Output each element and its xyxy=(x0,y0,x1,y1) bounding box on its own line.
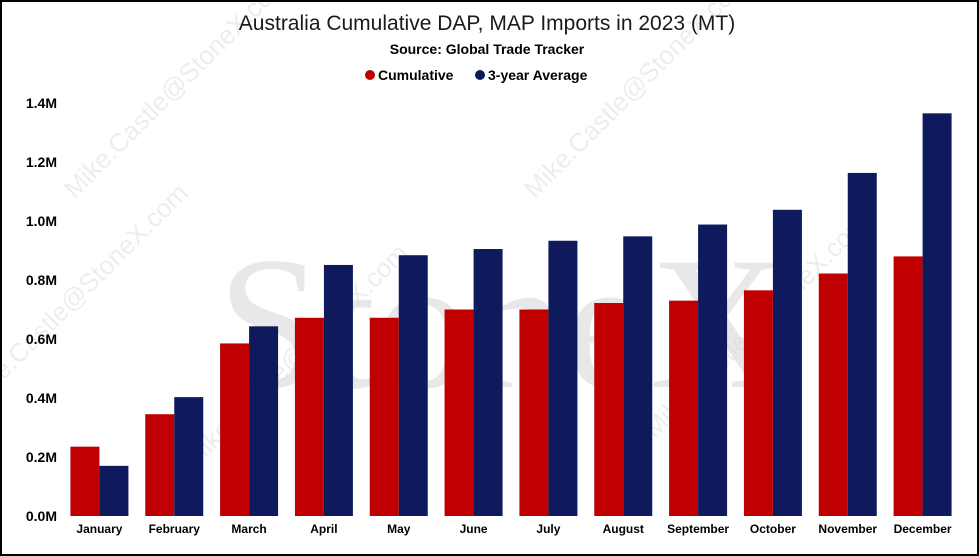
bar-cumulative xyxy=(743,290,773,516)
legend-label: 3-year Average xyxy=(488,67,588,83)
legend-marker xyxy=(365,70,375,80)
y-tick-label: 0.0M xyxy=(26,508,57,524)
bar-cumulative xyxy=(519,309,549,516)
bar-cumulative xyxy=(369,317,399,516)
bar-three-year-average xyxy=(847,172,877,517)
bar-three-year-average xyxy=(99,465,129,516)
legend-marker xyxy=(475,70,485,80)
x-tick-label: April xyxy=(310,522,337,536)
legend-label: Cumulative xyxy=(378,67,454,83)
bar-three-year-average xyxy=(698,224,728,517)
bar-three-year-average xyxy=(772,209,802,517)
y-tick-label: 0.8M xyxy=(26,272,57,288)
bar-cumulative xyxy=(669,300,699,516)
x-tick-label: October xyxy=(750,522,796,536)
bars xyxy=(70,113,952,517)
bar-three-year-average xyxy=(398,255,428,516)
x-tick-label: March xyxy=(231,522,266,536)
bar-three-year-average xyxy=(922,113,952,516)
x-tick-label: August xyxy=(603,522,644,536)
x-tick-label: November xyxy=(818,522,877,536)
bar-cumulative xyxy=(220,343,250,516)
y-axis: 0.0M 0.2M 0.4M 0.6M 0.8M 1.0M 1.2M 1.4M xyxy=(26,95,57,524)
bar-three-year-average xyxy=(323,264,353,516)
bar-three-year-average xyxy=(548,240,578,516)
y-tick-label: 1.4M xyxy=(26,95,57,111)
bar-cumulative xyxy=(818,273,848,516)
x-tick-label: June xyxy=(460,522,488,536)
bar-cumulative xyxy=(444,309,474,516)
y-tick-label: 1.2M xyxy=(26,154,57,170)
y-tick-label: 0.2M xyxy=(26,449,57,465)
x-axis: January February March April May June July Augu… xyxy=(76,522,952,536)
legend: Cumulative 3-year Average xyxy=(365,67,588,83)
x-tick-label: July xyxy=(536,522,560,536)
bar-cumulative xyxy=(70,446,100,516)
x-tick-label: February xyxy=(149,522,201,536)
x-tick-label: January xyxy=(76,522,122,536)
chart-subtitle: Source: Global Trade Tracker xyxy=(390,41,585,57)
y-tick-label: 0.4M xyxy=(26,390,57,406)
y-tick-label: 0.6M xyxy=(26,331,57,347)
x-tick-label: September xyxy=(667,522,729,536)
chart-title: Australia Cumulative DAP, MAP Imports in… xyxy=(239,12,735,35)
y-tick-label: 1.0M xyxy=(26,213,57,229)
bar-three-year-average xyxy=(249,326,279,516)
bar-cumulative xyxy=(893,256,923,516)
x-tick-label: December xyxy=(894,522,952,536)
bar-three-year-average xyxy=(473,249,503,516)
bar-cumulative xyxy=(594,303,624,516)
x-tick-label: May xyxy=(387,522,411,536)
bar-cumulative xyxy=(145,414,175,516)
bar-cumulative xyxy=(294,317,324,516)
bar-three-year-average xyxy=(174,397,204,516)
bar-three-year-average xyxy=(623,236,653,516)
